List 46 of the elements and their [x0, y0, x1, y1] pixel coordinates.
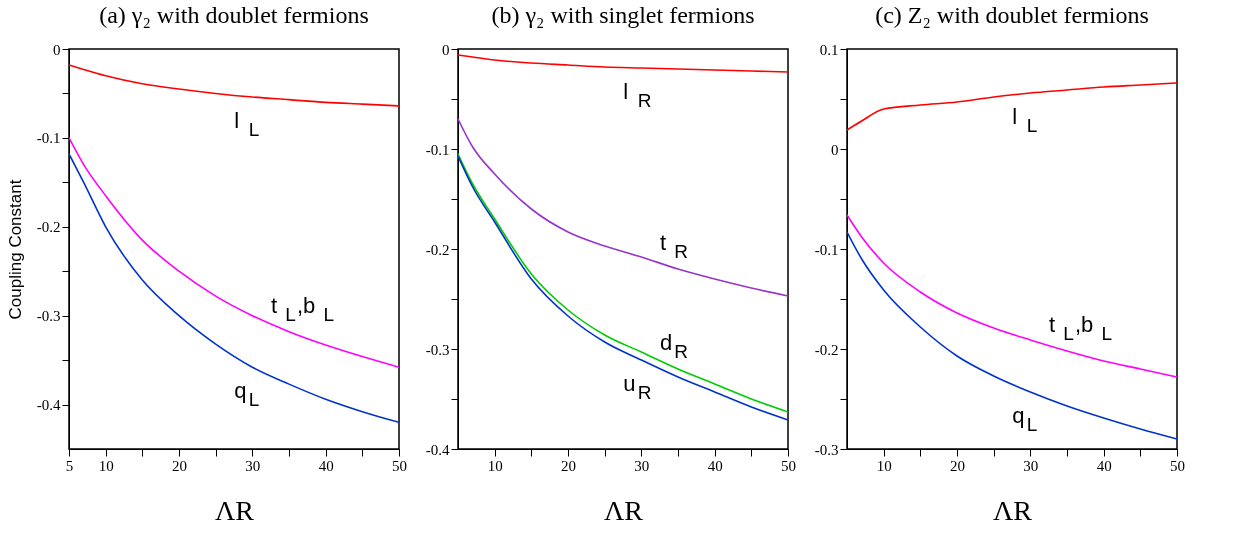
- y-tick-label: -0.2: [814, 341, 839, 358]
- x-axis-title: ΛR: [993, 494, 1033, 526]
- x-tick-label: 20: [950, 457, 965, 474]
- line-series: [847, 231, 1177, 440]
- line-series: [847, 82, 1177, 131]
- y-tick-label: -0.1: [36, 130, 61, 147]
- y-tick-label: -0.1: [425, 141, 450, 158]
- line-series: [69, 137, 399, 369]
- line-series: [69, 153, 399, 424]
- x-tick-label: 40: [707, 457, 723, 474]
- y-tick-label: -0.4: [36, 397, 61, 414]
- x-tick-label: 40: [1096, 457, 1112, 474]
- x-tick-label: 20: [172, 457, 187, 474]
- line-series: [847, 214, 1177, 378]
- x-tick-label: 10: [487, 457, 503, 474]
- chart-title: (a) γ₂ with doublet fermions: [99, 2, 369, 28]
- line-series: [69, 64, 399, 107]
- y-tick-label: -0.1: [814, 241, 839, 258]
- y-tick-label: -0.2: [425, 241, 450, 258]
- y-tick-label: -0.3: [425, 341, 450, 358]
- x-tick-label: 5: [65, 457, 74, 474]
- y-tick-label: -0.4: [425, 441, 450, 458]
- y-axis-title: Coupling Constant: [5, 179, 25, 320]
- y-tick-label: 0.1: [819, 41, 839, 58]
- y-tick-label: -0.3: [814, 441, 839, 458]
- y-tick-label: 0: [53, 41, 61, 58]
- x-tick-label: 50: [781, 457, 796, 474]
- y-tick-label: 0: [831, 141, 839, 158]
- y-tick-label: -0.3: [36, 308, 61, 325]
- x-axis-title: ΛR: [215, 494, 255, 526]
- y-tick-label: 0: [442, 41, 450, 58]
- chart-title: (b) γ₂ with singlet fermions: [491, 2, 755, 28]
- line-series: [458, 54, 788, 73]
- line-series: [458, 118, 788, 297]
- x-tick-label: 20: [561, 457, 576, 474]
- x-tick-label: 10: [98, 457, 114, 474]
- x-tick-label: 30: [1023, 457, 1039, 474]
- x-axis-title: ΛR: [604, 494, 644, 526]
- x-tick-label: 50: [392, 457, 407, 474]
- x-tick-label: 50: [1170, 457, 1185, 474]
- x-tick-label: 30: [245, 457, 261, 474]
- x-tick-label: 30: [634, 457, 650, 474]
- y-tick-label: -0.2: [36, 219, 61, 236]
- chart-title: (c) Z₂ with doublet fermions: [875, 2, 1149, 28]
- x-tick-label: 40: [318, 457, 334, 474]
- x-tick-label: 10: [876, 457, 892, 474]
